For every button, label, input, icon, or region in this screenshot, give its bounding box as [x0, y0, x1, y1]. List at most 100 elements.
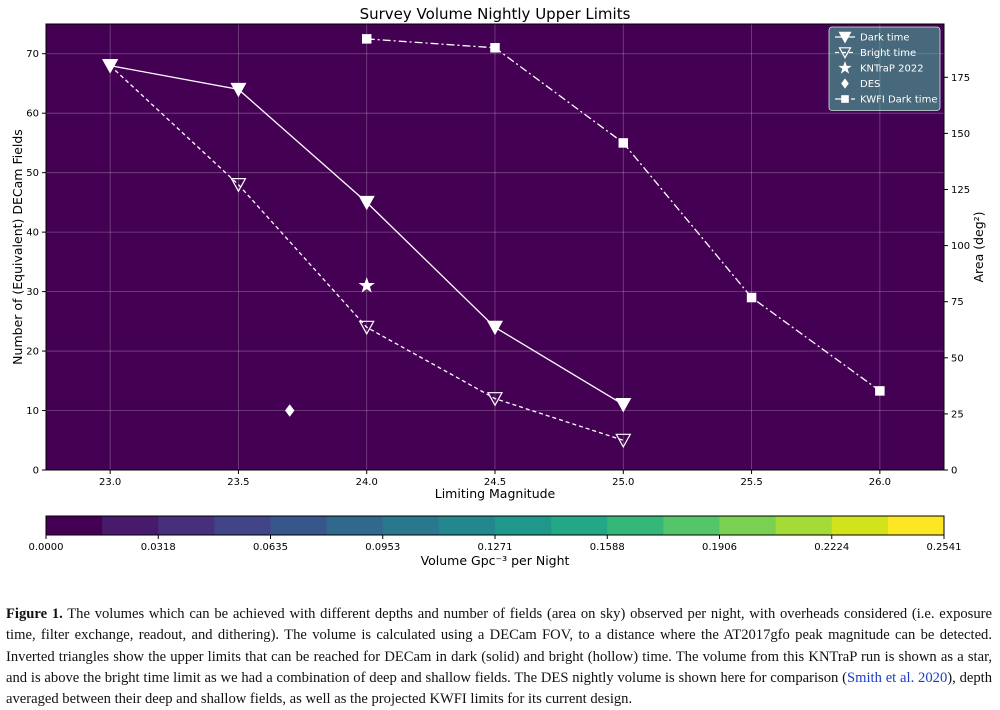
contour-cell — [218, 456, 223, 461]
contour-cell — [134, 428, 139, 433]
contour-cell — [114, 124, 119, 129]
contour-cell — [74, 152, 79, 157]
contour-cell — [174, 132, 179, 137]
contour-cell — [70, 436, 75, 441]
contour-cell — [122, 108, 127, 113]
contour-cell — [182, 300, 187, 305]
contour-cell — [58, 120, 63, 125]
contour-cell — [198, 140, 203, 145]
contour-cell — [166, 436, 171, 441]
contour-cell — [162, 360, 167, 365]
contour-cell — [166, 192, 171, 197]
contour-cell — [118, 36, 123, 41]
contour-cell — [154, 116, 159, 121]
contour-cell — [110, 424, 115, 429]
contour-cell — [190, 356, 195, 361]
contour-cell — [66, 80, 71, 85]
contour-cell — [130, 112, 135, 117]
contour-cell — [170, 432, 175, 437]
contour-cell — [190, 276, 195, 281]
contour-cell — [142, 400, 147, 405]
contour-cell — [138, 248, 143, 253]
contour-cell — [122, 348, 127, 353]
contour-cell — [174, 380, 179, 385]
contour-cell — [210, 436, 215, 441]
contour-cell — [94, 404, 99, 409]
contour-cell — [178, 140, 183, 145]
contour-cell — [166, 24, 171, 29]
contour-cell — [194, 272, 199, 277]
contour-cell — [110, 240, 115, 245]
contour-cell — [62, 444, 67, 449]
contour-cell — [214, 128, 219, 133]
contour-cell — [210, 260, 215, 265]
contour-cell — [114, 236, 119, 241]
contour-cell — [58, 412, 63, 417]
contour-cell — [90, 88, 95, 93]
contour-cell — [186, 280, 191, 285]
contour-cell — [174, 388, 179, 393]
contour-cell — [146, 440, 151, 445]
contour-cell — [154, 444, 159, 449]
contour-cell — [206, 256, 211, 261]
contour-cell — [126, 388, 131, 393]
contour-cell — [142, 60, 147, 65]
contour-cell — [158, 128, 163, 133]
contour-cell — [102, 420, 107, 425]
contour-cell — [74, 416, 79, 421]
contour-cell — [46, 248, 51, 253]
contour-cell — [74, 116, 79, 121]
contour-cell — [178, 88, 183, 93]
contour-cell — [94, 248, 99, 253]
contour-cell — [174, 460, 179, 465]
contour-cell — [50, 232, 55, 237]
contour-cell — [158, 88, 163, 93]
contour-cell — [70, 360, 75, 365]
contour-cell — [130, 64, 135, 69]
contour-cell — [142, 192, 147, 197]
contour-cell — [154, 412, 159, 417]
contour-cell — [174, 240, 179, 245]
contour-cell — [158, 360, 163, 365]
contour-cell — [186, 320, 191, 325]
contour-cell — [154, 292, 159, 297]
contour-cell — [102, 156, 107, 161]
contour-cell — [58, 432, 63, 437]
contour-cell — [210, 276, 215, 281]
contour-cell — [186, 344, 191, 349]
contour-cell — [74, 128, 79, 133]
contour-cell — [114, 388, 119, 393]
contour-cell — [182, 236, 187, 241]
contour-cell — [110, 260, 115, 265]
contour-cell — [50, 28, 55, 33]
contour-cell — [122, 220, 127, 225]
contour-cell — [186, 236, 191, 241]
contour-cell — [174, 300, 179, 305]
contour-cell — [46, 24, 51, 29]
contour-cell — [174, 292, 179, 297]
contour-cell — [86, 364, 91, 369]
contour-cell — [50, 268, 55, 273]
contour-cell — [142, 324, 147, 329]
contour-cell — [206, 272, 211, 277]
contour-cell — [50, 88, 55, 93]
contour-cell — [142, 312, 147, 317]
contour-cell — [150, 252, 155, 257]
contour-cell — [74, 64, 79, 69]
contour-cell — [74, 440, 79, 445]
contour-cell — [198, 376, 203, 381]
contour-cell — [158, 164, 163, 169]
contour-cell — [122, 232, 127, 237]
contour-cell — [166, 268, 171, 273]
contour-cell — [194, 64, 199, 69]
contour-cell — [190, 272, 195, 277]
contour-cell — [122, 456, 127, 461]
contour-cell — [58, 240, 63, 245]
contour-cell — [218, 328, 223, 333]
contour-cell — [134, 456, 139, 461]
contour-cell — [102, 376, 107, 381]
contour-cell — [82, 128, 87, 133]
contour-cell — [70, 268, 75, 273]
contour-cell — [74, 348, 79, 353]
contour-cell — [66, 176, 71, 181]
